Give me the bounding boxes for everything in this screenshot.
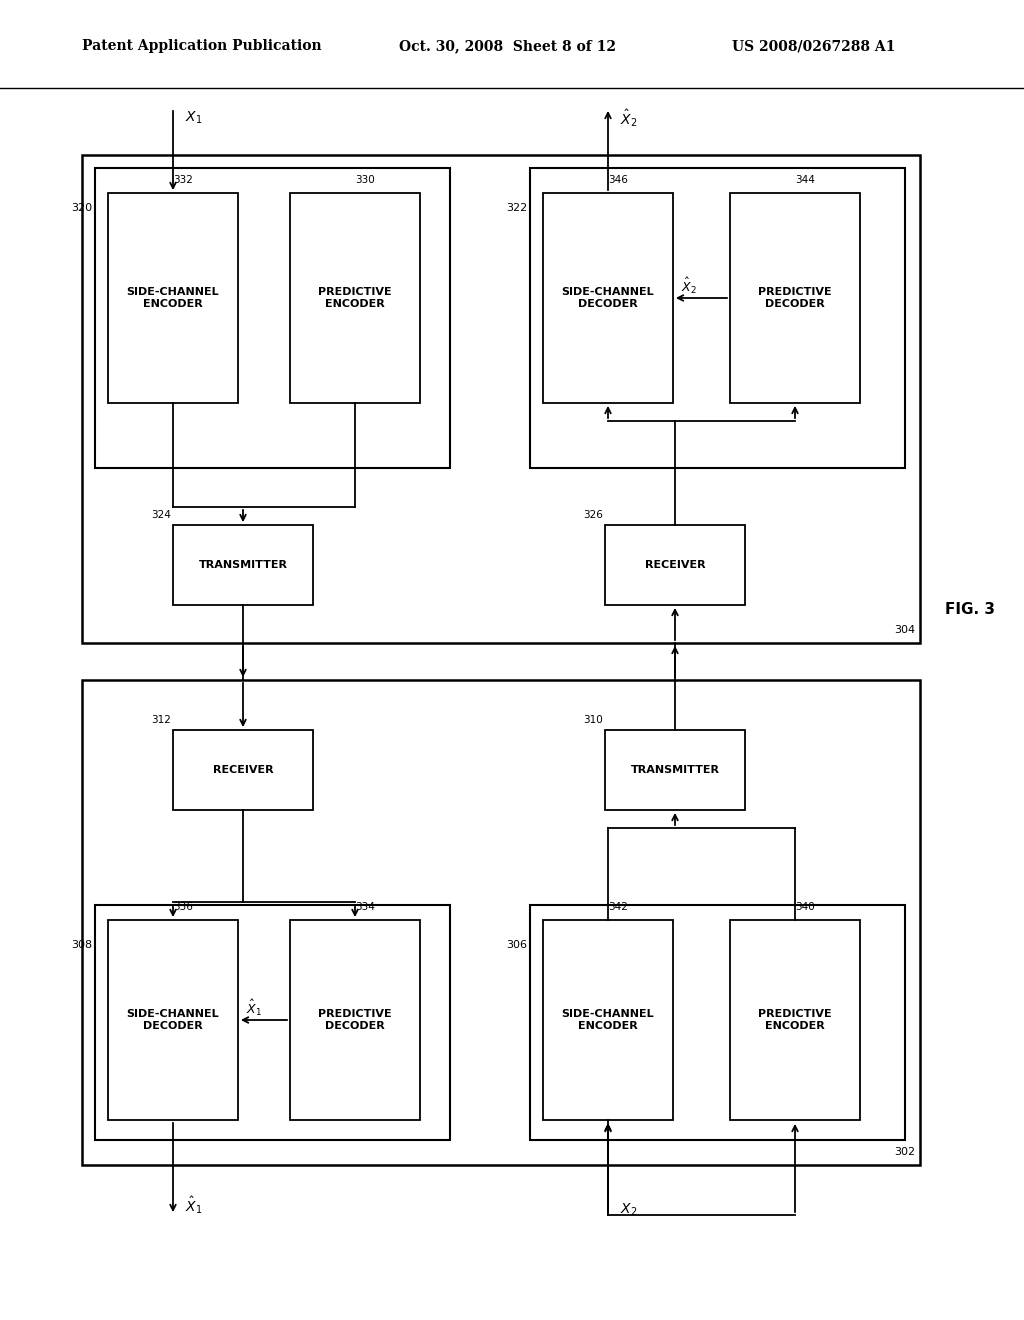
- Bar: [82, 154, 920, 643]
- Text: 344: 344: [795, 176, 815, 185]
- Text: 330: 330: [355, 176, 375, 185]
- Text: 304: 304: [894, 624, 915, 635]
- Bar: [173, 730, 313, 810]
- Bar: [543, 193, 673, 403]
- Text: PREDICTIVE
ENCODER: PREDICTIVE ENCODER: [318, 288, 392, 309]
- Text: $\hat{X}_1$: $\hat{X}_1$: [246, 998, 262, 1018]
- Bar: [108, 920, 238, 1119]
- Text: PREDICTIVE
DECODER: PREDICTIVE DECODER: [758, 288, 831, 309]
- Text: RECEIVER: RECEIVER: [645, 560, 706, 570]
- Text: 342: 342: [608, 902, 628, 912]
- Text: US 2008/0267288 A1: US 2008/0267288 A1: [732, 40, 896, 53]
- Text: FIG. 3: FIG. 3: [945, 602, 995, 618]
- Text: Patent Application Publication: Patent Application Publication: [82, 40, 322, 53]
- Text: $\hat{X}_2$: $\hat{X}_2$: [681, 276, 696, 296]
- Bar: [530, 168, 905, 469]
- Text: 340: 340: [795, 902, 815, 912]
- Text: SIDE-CHANNEL
DECODER: SIDE-CHANNEL DECODER: [127, 1010, 219, 1031]
- Text: 320: 320: [71, 203, 92, 213]
- Text: Oct. 30, 2008  Sheet 8 of 12: Oct. 30, 2008 Sheet 8 of 12: [399, 40, 616, 53]
- Bar: [530, 906, 905, 1140]
- Text: 324: 324: [152, 510, 171, 520]
- Bar: [730, 193, 860, 403]
- Text: TRANSMITTER: TRANSMITTER: [199, 560, 288, 570]
- Text: 308: 308: [71, 940, 92, 950]
- Text: 306: 306: [506, 940, 527, 950]
- Text: SIDE-CHANNEL
ENCODER: SIDE-CHANNEL ENCODER: [127, 288, 219, 309]
- Text: $X_1$: $X_1$: [185, 110, 203, 127]
- Text: RECEIVER: RECEIVER: [213, 766, 273, 775]
- Text: PREDICTIVE
DECODER: PREDICTIVE DECODER: [318, 1010, 392, 1031]
- Text: 346: 346: [608, 176, 628, 185]
- Bar: [95, 906, 450, 1140]
- Bar: [173, 525, 313, 605]
- Bar: [82, 680, 920, 1166]
- Text: $X_2$: $X_2$: [620, 1201, 637, 1218]
- Bar: [290, 193, 420, 403]
- Text: TRANSMITTER: TRANSMITTER: [631, 766, 720, 775]
- Bar: [95, 168, 450, 469]
- Text: $\hat{X}_1$: $\hat{X}_1$: [185, 1195, 203, 1216]
- Text: SIDE-CHANNEL
ENCODER: SIDE-CHANNEL ENCODER: [562, 1010, 654, 1031]
- Bar: [108, 193, 238, 403]
- Bar: [543, 920, 673, 1119]
- Bar: [605, 730, 745, 810]
- Bar: [730, 920, 860, 1119]
- Text: SIDE-CHANNEL
DECODER: SIDE-CHANNEL DECODER: [562, 288, 654, 309]
- Text: 322: 322: [506, 203, 527, 213]
- Text: 334: 334: [355, 902, 375, 912]
- Text: $\hat{X}_2$: $\hat{X}_2$: [620, 107, 638, 129]
- Text: PREDICTIVE
ENCODER: PREDICTIVE ENCODER: [758, 1010, 831, 1031]
- Text: 302: 302: [894, 1147, 915, 1158]
- Text: 336: 336: [173, 902, 193, 912]
- Text: 312: 312: [152, 715, 171, 725]
- Text: 310: 310: [584, 715, 603, 725]
- Bar: [605, 525, 745, 605]
- Text: 326: 326: [583, 510, 603, 520]
- Bar: [290, 920, 420, 1119]
- Text: 332: 332: [173, 176, 193, 185]
